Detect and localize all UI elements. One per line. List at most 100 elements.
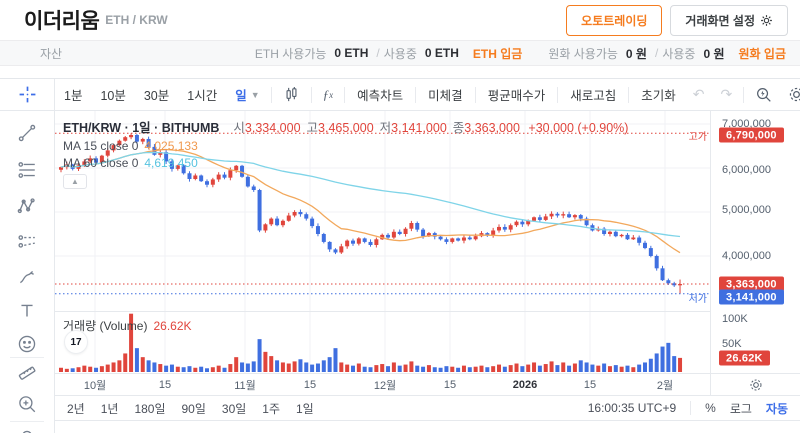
- open-value: 3,334,000: [244, 121, 301, 135]
- eth-available-label: ETH 사용가능: [254, 46, 327, 61]
- collapse-legend-button[interactable]: ▲: [63, 174, 87, 189]
- undo-icon[interactable]: ↶: [692, 86, 705, 102]
- eth-asset-group: ETH 사용가능 0 ETH / 사용중 0 ETH ETH 입금: [254, 46, 523, 61]
- axis-tick: 4,000,000: [722, 250, 771, 262]
- quick-search-icon[interactable]: [747, 86, 780, 103]
- close-value: 3,363,000: [464, 121, 520, 135]
- sidebar-divider: [10, 421, 44, 422]
- krw-inuse-value: 0 원: [703, 46, 725, 61]
- asset-label: 자산: [40, 46, 63, 61]
- percent-scale-toggle[interactable]: %: [705, 401, 716, 415]
- low-price-badge: 3,141,000: [719, 289, 784, 305]
- trend-line-tool-icon[interactable]: [17, 123, 37, 143]
- forecast-chart-button[interactable]: 예측차트: [357, 89, 404, 103]
- fib-retracement-tool-icon[interactable]: [17, 160, 37, 180]
- range-30d[interactable]: 30일: [221, 401, 247, 416]
- eth-inuse-value: 0 ETH: [424, 46, 459, 60]
- change-value: +30,000 (+0.90%): [528, 121, 629, 135]
- volume-pane[interactable]: [55, 311, 710, 373]
- time-axis-labels[interactable]: 10월 15 11월 15 12월 15 2026 15 2월: [55, 374, 710, 395]
- clock-label[interactable]: 16:00:35 UTC+9: [587, 401, 677, 415]
- time-axis-label: 15: [158, 378, 172, 391]
- text-tool-icon[interactable]: [17, 301, 37, 321]
- settings-gear-icon[interactable]: [780, 86, 800, 103]
- range-1w[interactable]: 1주: [262, 401, 280, 416]
- tradingview-logo[interactable]: 17: [64, 330, 88, 354]
- krw-inuse-label: 사용중: [662, 46, 696, 61]
- axis-tick: 100K: [722, 313, 748, 325]
- header: 이더리움 ETH / KRW 오토트레이딩 거래화면 설정: [0, 0, 800, 40]
- candle-style-icon[interactable]: [275, 86, 308, 103]
- open-orders-button[interactable]: 미체결: [428, 89, 463, 103]
- volume-badge: 26.62K: [719, 350, 770, 366]
- auto-scale-toggle[interactable]: 자동: [765, 401, 788, 416]
- range-90d[interactable]: 90일: [181, 401, 206, 416]
- eth-deposit-link[interactable]: ETH 입금: [472, 46, 523, 61]
- chart-right-column: ETH/KRW · 1일 · BITHUMB 시3,334,000 고3,465,0…: [55, 111, 800, 433]
- volume-value: 26.62K: [153, 319, 192, 333]
- reset-button[interactable]: 초기화: [641, 89, 676, 103]
- screen-settings-button[interactable]: 거래화면 설정: [670, 4, 788, 36]
- time-axis-label: 11월: [234, 379, 256, 392]
- crosshair-tool-icon[interactable]: [18, 85, 37, 104]
- interval-1hour[interactable]: 1시간: [187, 89, 218, 103]
- chevron-down-icon[interactable]: ▼: [250, 89, 260, 100]
- axis-settings-corner[interactable]: [710, 374, 800, 395]
- ma60-legend: MA 60 close 0 4,619,450: [63, 156, 198, 170]
- axis-tick: 5,000,000: [722, 204, 771, 216]
- axis-tick: 50K: [722, 338, 742, 350]
- ma15-value: 4,025,133: [144, 139, 198, 153]
- ma15-line: [60, 148, 681, 254]
- interval-1min[interactable]: 1분: [64, 89, 83, 103]
- interval-10min[interactable]: 10분: [100, 89, 126, 103]
- redo-icon[interactable]: ↷: [720, 86, 733, 102]
- forecast-tool-icon[interactable]: [17, 232, 37, 252]
- chart-canvas[interactable]: ETH/KRW · 1일 · BITHUMB 시3,334,000 고3,465,0…: [55, 111, 710, 373]
- zoom-in-tool-icon[interactable]: [17, 394, 37, 414]
- interval-day-selected[interactable]: 일: [235, 89, 247, 103]
- log-scale-toggle[interactable]: 로그: [729, 401, 752, 416]
- range-180d[interactable]: 180일: [134, 401, 166, 416]
- price-candles-layer: [59, 133, 683, 294]
- time-axis-label: 15: [303, 378, 317, 391]
- range-2y[interactable]: 2년: [67, 401, 85, 416]
- axis-tick: 7,000,000: [722, 118, 771, 130]
- autotrading-button[interactable]: 오토트레이딩: [566, 4, 663, 36]
- ma60-value: 4,619,450: [144, 156, 198, 170]
- krw-deposit-link[interactable]: 원화 입금: [738, 46, 787, 61]
- time-axis-label: 2월: [656, 379, 674, 392]
- asset-bar: 자산 ETH 사용가능 0 ETH / 사용중 0 ETH ETH 입금 원화 …: [0, 40, 800, 66]
- time-axis-label: 10월: [83, 379, 107, 392]
- xabcd-pattern-tool-icon[interactable]: [17, 196, 37, 216]
- ma15-legend: MA 15 close 0 4,025,133: [63, 139, 198, 153]
- high-marker-label: 고가: [688, 132, 707, 143]
- volume-legend: 거래량 (Volume) 26.62K: [63, 319, 192, 333]
- price-axis[interactable]: 7,000,000 6,790,000 6,000,000 5,000,000 …: [710, 111, 800, 373]
- price-pane[interactable]: [55, 111, 710, 311]
- symbol-legend: ETH/KRW · 1일 · BITHUMB 시3,334,000 고3,465,0…: [63, 121, 629, 135]
- ruler-tool-icon[interactable]: [17, 363, 37, 383]
- emoji-tool-icon[interactable]: [17, 334, 37, 354]
- range-1y[interactable]: 1년: [100, 401, 119, 416]
- range-1d[interactable]: 1일: [296, 401, 314, 416]
- magnet-tool-icon[interactable]: [17, 427, 37, 433]
- time-axis-label: 2026: [512, 378, 538, 391]
- low-value: 3,141,000: [391, 121, 447, 135]
- interval-30min[interactable]: 30분: [143, 89, 170, 103]
- volume-bars-layer: [59, 313, 683, 372]
- brush-tool-icon[interactable]: [17, 267, 37, 287]
- eth-inuse-label: 사용중: [383, 46, 417, 61]
- krw-asset-group: 원화 사용가능 0 원 / 사용중 0 원 원화 입금: [548, 46, 787, 61]
- symbol-name: ETH/KRW · 1일 · BITHUMB: [63, 121, 220, 135]
- screen-settings-label: 거래화면 설정: [685, 13, 755, 28]
- krw-available-value: 0 원: [625, 46, 647, 61]
- pair-label: ETH / KRW: [105, 13, 168, 27]
- chart-body: ETH/KRW · 1일 · BITHUMB 시3,334,000 고3,465,0…: [0, 111, 800, 433]
- refresh-button[interactable]: 새로고침: [570, 89, 617, 103]
- avg-buy-price-button[interactable]: 평균매수가: [487, 89, 546, 103]
- high-value: 3,465,000: [318, 121, 374, 135]
